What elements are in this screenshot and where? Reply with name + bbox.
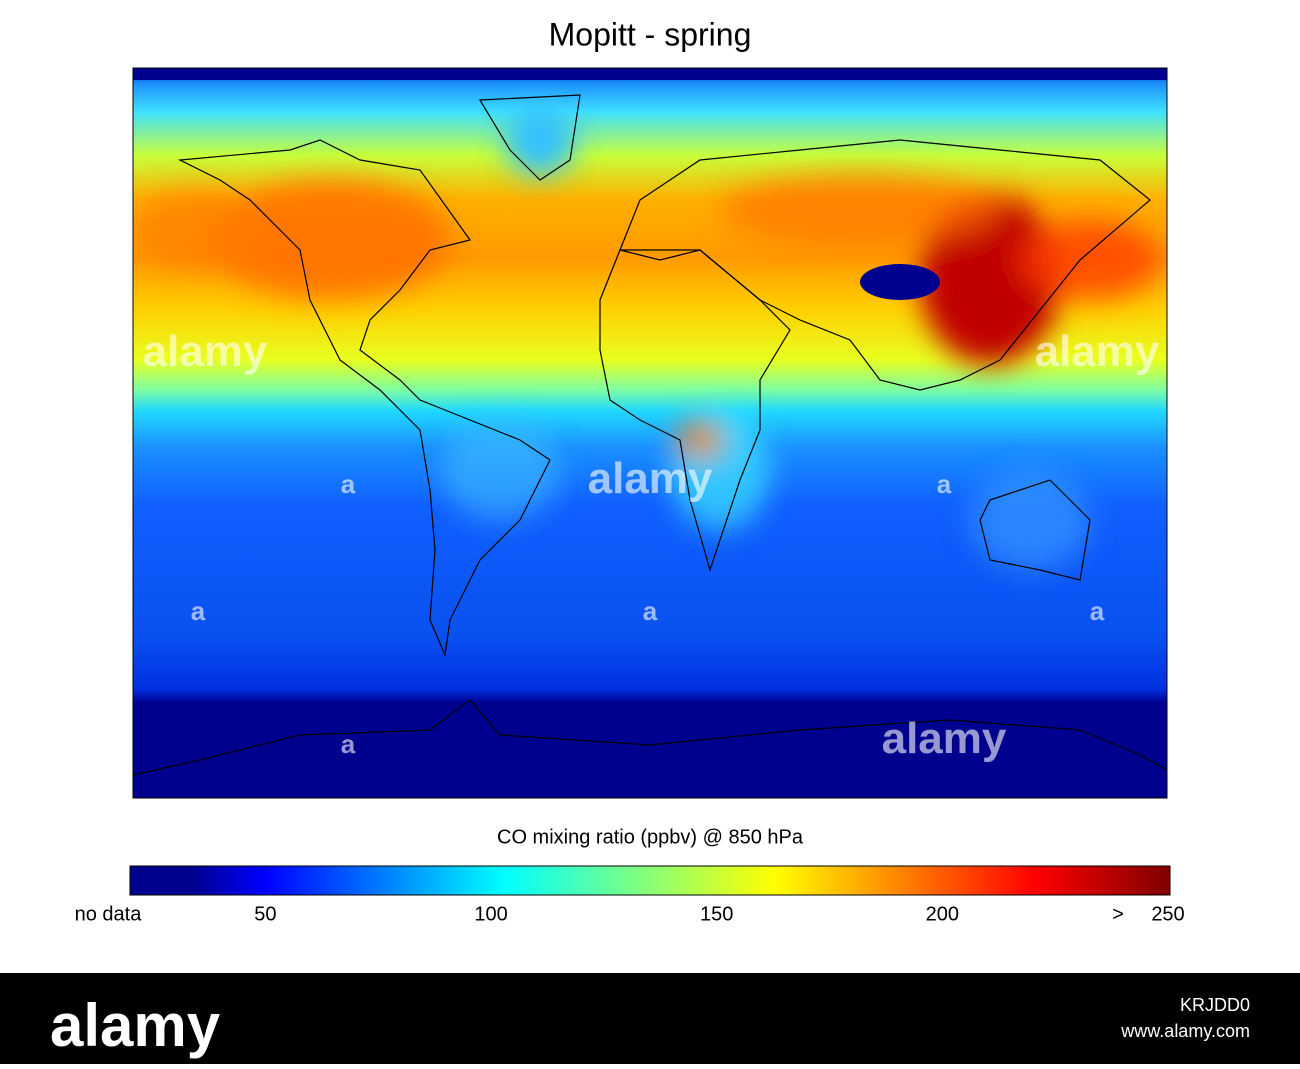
map-features (133, 105, 1160, 570)
footer-url: www.alamy.com (1120, 1021, 1250, 1041)
watermark-mark: a (341, 729, 356, 759)
coastlines (133, 94, 1167, 776)
watermark-mark: a (937, 469, 952, 499)
watermark-mark: a (341, 469, 356, 499)
watermark-mark: a (643, 596, 658, 626)
colorbar-tick-label: 150 (700, 903, 733, 925)
no-data-region (860, 264, 940, 300)
colorbar-tick-label: 100 (474, 903, 507, 925)
watermarks: alamy alamy alamy alamy a a a a a a a a … (143, 327, 1160, 891)
footer-bar (0, 973, 1300, 1064)
no-data-region (133, 68, 1167, 80)
watermark-mark: a (1090, 596, 1105, 626)
map (133, 68, 1167, 798)
chart-title: Mopitt - spring (549, 16, 752, 52)
colorbar-tick-label: 250 (1151, 903, 1184, 925)
watermark-mark: a (191, 596, 206, 626)
watermark-logo: alamy (143, 327, 268, 376)
watermark-logo: alamy (882, 714, 1007, 763)
watermark-logo: alamy (588, 454, 713, 503)
colorbar-tick-label: 200 (926, 903, 959, 925)
no-data-label: no data (75, 903, 143, 925)
map-frame (132, 67, 1168, 799)
max-prefix: > (1112, 903, 1124, 925)
image-id: KRJDD0 (1180, 995, 1250, 1015)
colorbar-label: CO mixing ratio (ppbv) @ 850 hPa (497, 826, 804, 848)
colorbar-tick-label: 50 (254, 903, 276, 925)
colorbar (129, 865, 1171, 896)
map-field (133, 68, 1167, 798)
footer-logo: alamy (50, 992, 221, 1059)
watermark-logo: alamy (1035, 327, 1160, 376)
